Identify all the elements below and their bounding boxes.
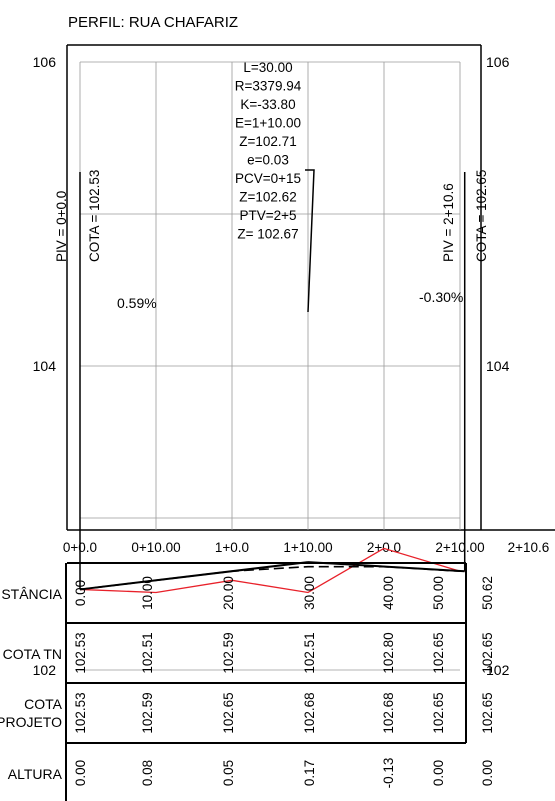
table-cell-value: 0.00 bbox=[431, 760, 446, 786]
profile-title: PERFIL: RUA CHAFARIZ bbox=[68, 14, 238, 31]
y-tick-label-left: 104 bbox=[33, 358, 57, 374]
curve-annotation-line: e=0.03 bbox=[247, 153, 289, 168]
project-line bbox=[79, 565, 465, 591]
curve-annotation-line: K=-33.80 bbox=[240, 97, 295, 112]
table-row-label: COTA TN bbox=[3, 646, 62, 662]
x-tick-label: 0+10.00 bbox=[131, 540, 180, 555]
grade-right-label: -0.30% bbox=[419, 289, 463, 305]
table-cell-value: 102.59 bbox=[140, 692, 155, 733]
x-tick-label: 1+10.00 bbox=[283, 540, 332, 555]
table-cell-value: 102.51 bbox=[302, 632, 317, 673]
curve-annotation-line: Z=102.71 bbox=[239, 134, 296, 149]
grade-left-label: 0.59% bbox=[117, 295, 157, 311]
table-cell-value: 0.05 bbox=[221, 760, 236, 786]
cota-right-label: COTA = 102.65 bbox=[474, 170, 489, 262]
y-tick-label-left: 106 bbox=[33, 54, 57, 70]
y-tick-label-right: 106 bbox=[486, 54, 510, 70]
table-row-label: DISTÂNCIA bbox=[0, 586, 63, 602]
table-cell-value: 102.65 bbox=[431, 632, 446, 673]
table-cell-value: 40.00 bbox=[381, 576, 396, 610]
x-tick-label: 1+0.0 bbox=[215, 540, 249, 555]
table-cell-value: 0.17 bbox=[302, 760, 317, 786]
curve-leader-line bbox=[305, 169, 315, 313]
y-tick-label-right: 104 bbox=[486, 358, 510, 374]
table-cell-value: -0.13 bbox=[381, 758, 396, 789]
x-tick-label: 2+10.6 bbox=[508, 540, 550, 555]
table-cell-value: 20.00 bbox=[221, 576, 236, 610]
curve-annotation-line: R=3379.94 bbox=[235, 79, 302, 94]
table-cell-value: 102.65 bbox=[221, 692, 236, 733]
table-row-label: COTA bbox=[24, 696, 63, 712]
curve-annotation-line: Z=102.62 bbox=[239, 190, 296, 205]
curve-annotation-line: Z= 102.67 bbox=[237, 227, 298, 242]
table-cell-value: 102.53 bbox=[73, 632, 88, 673]
curve-annotation-line: PCV=0+15 bbox=[235, 171, 301, 186]
curve-annotation-line: L=30.00 bbox=[243, 60, 292, 75]
piv-right-label: PIV = 2+10.6 bbox=[441, 183, 456, 262]
table-cell-value: 102.68 bbox=[302, 692, 317, 733]
piv-left-label: PIV = 0+0.0 bbox=[54, 191, 69, 262]
x-tick-label: 2+0.0 bbox=[367, 540, 401, 555]
table-cell-value: 102.53 bbox=[73, 692, 88, 733]
table-cell-value: 102.59 bbox=[221, 632, 236, 673]
curve-annotation-line: PTV=2+5 bbox=[239, 208, 296, 223]
table-row-label: PROJETO bbox=[0, 714, 62, 730]
table-cell-value: 0.00 bbox=[480, 760, 495, 786]
table-cell-value: 102.65 bbox=[480, 692, 495, 733]
terrain-line bbox=[79, 547, 465, 594]
cota-left-label: COTA = 102.53 bbox=[87, 170, 102, 262]
x-tick-label: 2+10.00 bbox=[435, 540, 484, 555]
table-cell-value: 102.68 bbox=[381, 692, 396, 733]
table-cell-value: 50.62 bbox=[480, 576, 495, 610]
table-cell-value: 102.65 bbox=[431, 692, 446, 733]
curve-annotation-line: E=1+10.00 bbox=[235, 116, 301, 131]
table-cell-value: 30.00 bbox=[302, 576, 317, 610]
table-cell-value: 10.00 bbox=[140, 576, 155, 610]
y-tick-label-right: 102 bbox=[486, 662, 510, 678]
table-row-label: ALTURA bbox=[8, 766, 63, 782]
table-cell-value: 0.00 bbox=[73, 760, 88, 786]
table-cell-value: 102.65 bbox=[480, 632, 495, 673]
table-cell-value: 102.51 bbox=[140, 632, 155, 673]
table-cell-value: 102.80 bbox=[381, 632, 396, 673]
table-cell-value: 0.00 bbox=[73, 580, 88, 606]
table-cell-value: 50.00 bbox=[431, 576, 446, 610]
y-tick-label-left: 102 bbox=[33, 662, 57, 678]
table-cell-value: 0.08 bbox=[140, 760, 155, 786]
